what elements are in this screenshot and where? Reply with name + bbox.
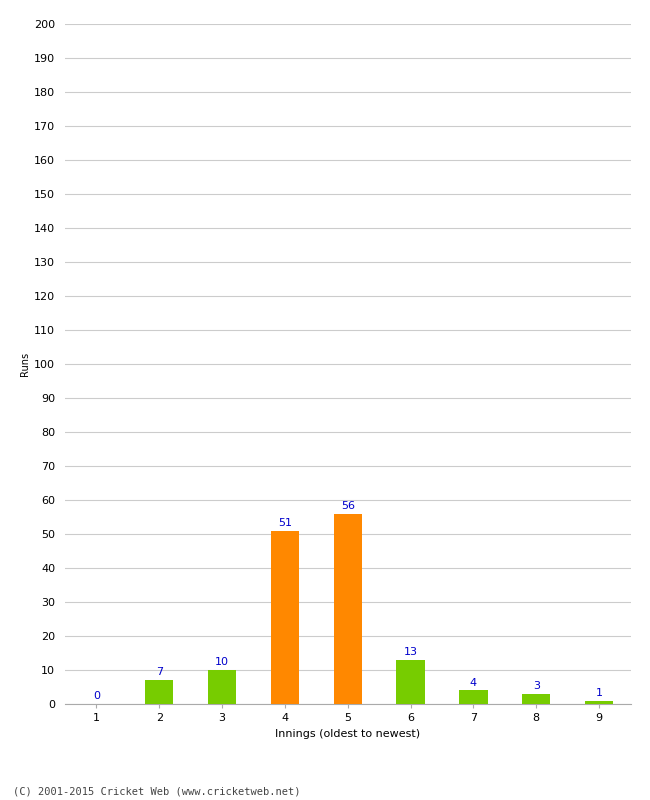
X-axis label: Innings (oldest to newest): Innings (oldest to newest) [275, 729, 421, 738]
Text: 10: 10 [215, 658, 229, 667]
Bar [208, 670, 236, 704]
Bar [333, 514, 362, 704]
Bar [145, 680, 174, 704]
Text: 4: 4 [470, 678, 477, 688]
Text: 51: 51 [278, 518, 292, 528]
Text: 7: 7 [156, 667, 162, 678]
Text: 3: 3 [533, 681, 540, 691]
Text: 56: 56 [341, 501, 355, 511]
Bar [271, 530, 299, 704]
Bar [396, 660, 424, 704]
Bar [585, 701, 613, 704]
Text: 0: 0 [93, 691, 100, 702]
Text: (C) 2001-2015 Cricket Web (www.cricketweb.net): (C) 2001-2015 Cricket Web (www.cricketwe… [13, 786, 300, 796]
Text: 1: 1 [595, 688, 603, 698]
Bar [522, 694, 551, 704]
Text: 13: 13 [404, 647, 417, 657]
Y-axis label: Runs: Runs [20, 352, 30, 376]
Bar [460, 690, 488, 704]
